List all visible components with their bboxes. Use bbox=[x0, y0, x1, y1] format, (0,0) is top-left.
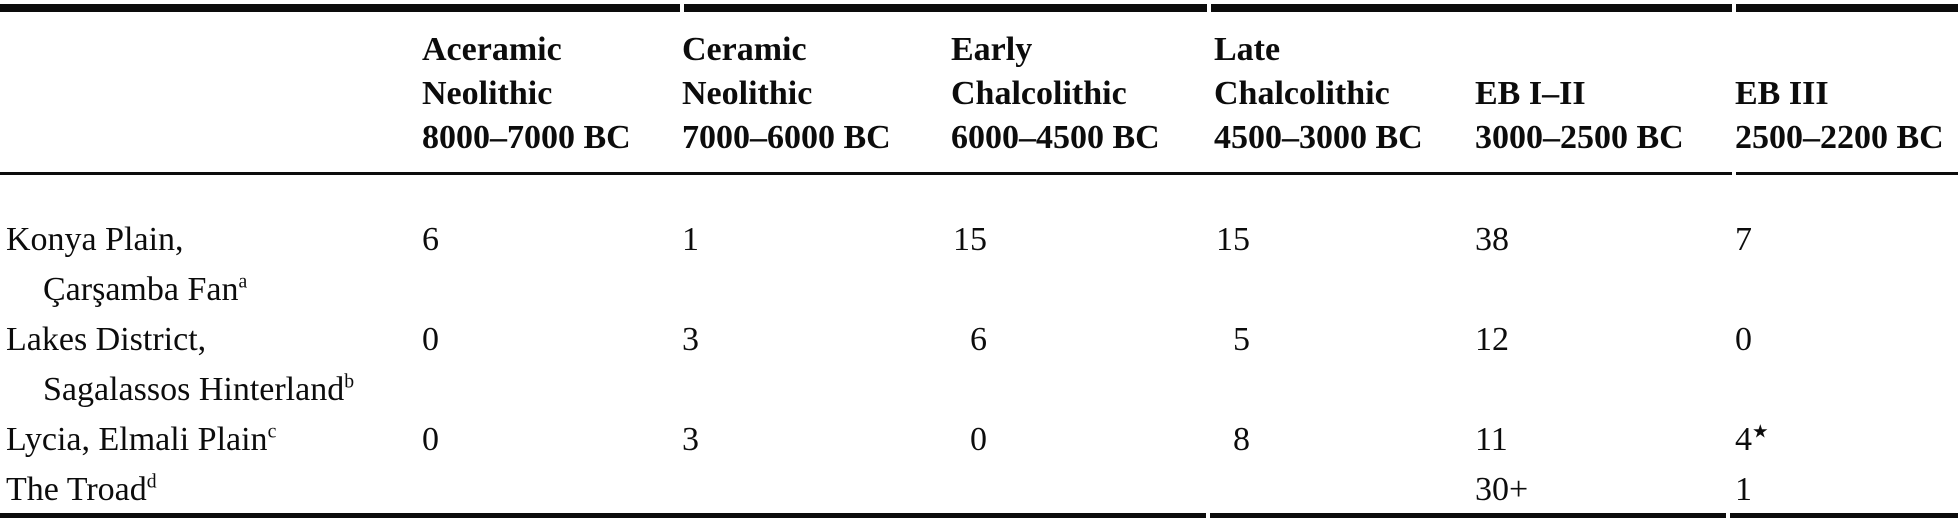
cell-value: 15 bbox=[1216, 221, 1250, 258]
row-label-text: Sagalassos Hinterland bbox=[43, 371, 345, 408]
row-label-the-troad: The Troadd bbox=[6, 465, 157, 515]
cell-konya-late-chalcolithic: 15 bbox=[1214, 215, 1250, 265]
cell-lakes-early-chalcolithic: 6 bbox=[951, 315, 987, 365]
row-label-lycia-elmali: Lycia, Elmali Plainc bbox=[6, 415, 276, 465]
table-header-rule bbox=[0, 172, 1958, 175]
cell-lakes-eb-iii: 0 bbox=[1735, 321, 1752, 358]
cell-value: 8 bbox=[1233, 421, 1250, 458]
table-bottom-rule bbox=[0, 513, 1958, 518]
cell-value: 0 bbox=[970, 421, 987, 458]
rule-scan-gap bbox=[1726, 512, 1730, 519]
cell-konya-aceramic: 6 bbox=[422, 221, 439, 258]
cell-lycia-aceramic: 0 bbox=[422, 421, 439, 458]
footnote-mark-d: d bbox=[146, 470, 157, 493]
cell-lakes-eb-i-ii: 12 bbox=[1475, 321, 1509, 358]
row-label-lakes-district-line2: Sagalassos Hinterlandb bbox=[43, 365, 354, 415]
cell-troad-eb-iii: 1 bbox=[1735, 471, 1752, 508]
cell-konya-eb-iii: 7 bbox=[1735, 221, 1752, 258]
header-line: Aceramic bbox=[422, 31, 562, 68]
footnote-mark-b: b bbox=[344, 370, 355, 393]
column-header-ceramic-neolithic: Ceramic Neolithic 7000–6000 BC bbox=[682, 18, 951, 160]
cell-lakes-ceramic: 3 bbox=[682, 321, 699, 358]
star-icon: ★ bbox=[1752, 421, 1769, 443]
row-label-konya-plain-line1: Konya Plain, bbox=[6, 221, 184, 258]
header-line: Late bbox=[1214, 31, 1281, 68]
cell-lycia-eb-iii: 4★ bbox=[1735, 415, 1769, 465]
footnote-mark-a: a bbox=[238, 270, 248, 293]
header-line: EB III bbox=[1735, 75, 1829, 112]
rule-scan-gap bbox=[1206, 512, 1210, 519]
rule-scan-gap bbox=[680, 3, 684, 13]
cell-value: 6 bbox=[970, 321, 987, 358]
cell-lycia-late-chalcolithic: 8 bbox=[1214, 415, 1250, 465]
rule-scan-gap bbox=[1732, 171, 1736, 176]
header-line: 6000–4500 BC bbox=[951, 119, 1160, 156]
header-line: EB I–II bbox=[1475, 75, 1586, 112]
row-label-konya-plain-line2: Çarşamba Fana bbox=[43, 265, 247, 315]
header-line: 3000–2500 BC bbox=[1475, 119, 1684, 156]
row-label-text: Çarşamba Fan bbox=[43, 271, 239, 308]
header-line: 7000–6000 BC bbox=[682, 119, 891, 156]
column-header-eb-i-ii: EB I–II 3000–2500 BC bbox=[1475, 18, 1735, 160]
header-line: Chalcolithic bbox=[1214, 75, 1390, 112]
cell-konya-eb-i-ii: 38 bbox=[1475, 221, 1509, 258]
column-header-early-chalcolithic: Early Chalcolithic 6000–4500 BC bbox=[951, 18, 1214, 160]
cell-value: 15 bbox=[953, 221, 987, 258]
row-label-text: The Troad bbox=[6, 471, 147, 508]
header-line: Neolithic bbox=[422, 75, 553, 112]
cell-lakes-late-chalcolithic: 5 bbox=[1214, 315, 1250, 365]
cell-konya-ceramic: 1 bbox=[682, 221, 699, 258]
cell-lycia-early-chalcolithic: 0 bbox=[951, 415, 987, 465]
row-label-text: Lycia, Elmali Plain bbox=[6, 421, 268, 458]
footnote-mark-c: c bbox=[267, 420, 277, 443]
header-line: Neolithic bbox=[682, 75, 813, 112]
rule-scan-gap bbox=[1207, 3, 1211, 13]
header-line: Early bbox=[951, 31, 1033, 68]
header-line: 2500–2200 BC bbox=[1735, 119, 1944, 156]
cell-value: 5 bbox=[1233, 321, 1250, 358]
table-top-rule bbox=[0, 4, 1958, 12]
column-header-late-chalcolithic: Late Chalcolithic 4500–3000 BC bbox=[1214, 18, 1475, 160]
cell-value: 4 bbox=[1735, 421, 1752, 458]
cell-lakes-aceramic: 0 bbox=[422, 321, 439, 358]
rule-scan-gap bbox=[1732, 3, 1736, 13]
cell-lycia-ceramic: 3 bbox=[682, 421, 699, 458]
header-line: 8000–7000 BC bbox=[422, 119, 631, 156]
column-header-aceramic-neolithic: Aceramic Neolithic 8000–7000 BC bbox=[422, 18, 682, 160]
cell-lycia-eb-i-ii: 11 bbox=[1475, 421, 1508, 458]
header-line: 4500–3000 BC bbox=[1214, 119, 1423, 156]
header-line: Ceramic bbox=[682, 31, 807, 68]
cell-konya-early-chalcolithic: 15 bbox=[951, 215, 987, 265]
cell-troad-eb-i-ii: 30+ bbox=[1475, 471, 1529, 508]
row-label-lakes-district-line1: Lakes District, bbox=[6, 321, 207, 358]
header-line: Chalcolithic bbox=[951, 75, 1127, 112]
column-header-eb-iii: EB III 2500–2200 BC bbox=[1735, 18, 1955, 160]
